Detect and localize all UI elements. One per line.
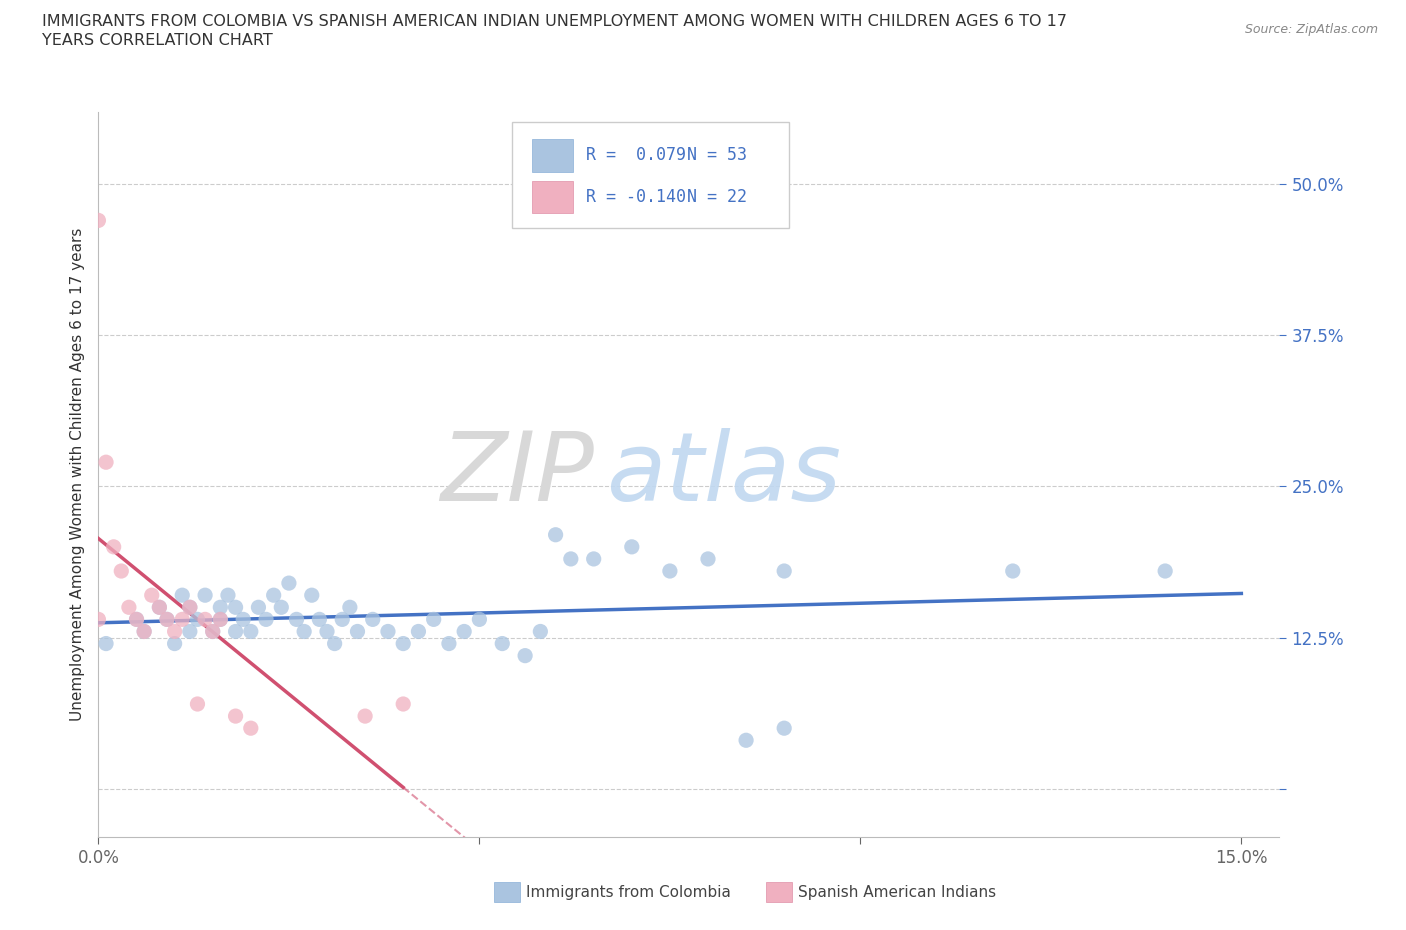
Point — [270, 600, 292, 615]
Text: N = 53: N = 53 — [686, 146, 747, 164]
Point — [354, 709, 377, 724]
Point — [225, 624, 247, 639]
Point — [339, 600, 361, 615]
Point — [697, 551, 720, 566]
Text: ZIP: ZIP — [440, 428, 595, 521]
Point — [544, 527, 567, 542]
Point — [1154, 564, 1177, 578]
Point — [263, 588, 285, 603]
Point — [773, 721, 796, 736]
Point — [1001, 564, 1024, 578]
Point — [392, 636, 415, 651]
Point — [209, 612, 232, 627]
Point — [125, 612, 148, 627]
Text: IMMIGRANTS FROM COLOMBIA VS SPANISH AMERICAN INDIAN UNEMPLOYMENT AMONG WOMEN WIT: IMMIGRANTS FROM COLOMBIA VS SPANISH AMER… — [42, 14, 1067, 29]
Point — [94, 636, 117, 651]
Point — [134, 624, 156, 639]
Point — [330, 612, 353, 627]
Point — [201, 624, 224, 639]
Point — [94, 455, 117, 470]
Point — [209, 600, 232, 615]
Text: YEARS CORRELATION CHART: YEARS CORRELATION CHART — [42, 33, 273, 47]
Text: R =  0.079: R = 0.079 — [586, 146, 686, 164]
Point — [620, 539, 643, 554]
Point — [247, 600, 270, 615]
Text: N = 22: N = 22 — [686, 188, 747, 206]
Point — [201, 624, 224, 639]
Point — [582, 551, 605, 566]
Point — [148, 600, 170, 615]
Point — [735, 733, 758, 748]
Point — [323, 636, 346, 651]
Point — [491, 636, 513, 651]
Point — [148, 600, 170, 615]
Point — [110, 564, 132, 578]
FancyBboxPatch shape — [494, 882, 520, 902]
Point — [361, 612, 384, 627]
Text: Spanish American Indians: Spanish American Indians — [797, 885, 995, 900]
Point — [179, 600, 201, 615]
Point — [103, 539, 125, 554]
Point — [773, 564, 796, 578]
Text: Immigrants from Colombia: Immigrants from Colombia — [526, 885, 731, 900]
Point — [163, 636, 186, 651]
Point — [513, 648, 536, 663]
Text: R = -0.140: R = -0.140 — [586, 188, 686, 206]
Point — [179, 600, 201, 615]
FancyBboxPatch shape — [531, 180, 574, 213]
Point — [308, 612, 330, 627]
Point — [239, 624, 262, 639]
Point — [172, 588, 194, 603]
Point — [239, 721, 262, 736]
Point — [437, 636, 460, 651]
Point — [87, 213, 110, 228]
Point — [301, 588, 323, 603]
FancyBboxPatch shape — [766, 882, 792, 902]
Point — [163, 624, 186, 639]
Point — [194, 612, 217, 627]
Point — [285, 612, 308, 627]
Point — [408, 624, 430, 639]
Text: atlas: atlas — [606, 428, 841, 521]
Point — [87, 612, 110, 627]
Point — [254, 612, 277, 627]
Point — [560, 551, 582, 566]
Point — [172, 612, 194, 627]
Point — [346, 624, 368, 639]
Point — [209, 612, 232, 627]
Point — [194, 588, 217, 603]
Point — [125, 612, 148, 627]
Point — [453, 624, 475, 639]
Text: Source: ZipAtlas.com: Source: ZipAtlas.com — [1244, 23, 1378, 36]
Point — [316, 624, 339, 639]
Point — [529, 624, 551, 639]
FancyBboxPatch shape — [512, 123, 789, 228]
Point — [186, 612, 208, 627]
Point — [468, 612, 491, 627]
Point — [658, 564, 681, 578]
Point — [156, 612, 179, 627]
Point — [179, 624, 201, 639]
Point — [292, 624, 315, 639]
Point — [156, 612, 179, 627]
FancyBboxPatch shape — [531, 140, 574, 172]
Point — [377, 624, 399, 639]
Point — [118, 600, 141, 615]
Point — [232, 612, 254, 627]
Point — [277, 576, 299, 591]
Point — [217, 588, 239, 603]
Point — [225, 600, 247, 615]
Point — [141, 588, 163, 603]
Point — [392, 697, 415, 711]
Y-axis label: Unemployment Among Women with Children Ages 6 to 17 years: Unemployment Among Women with Children A… — [69, 228, 84, 721]
Point — [422, 612, 444, 627]
Point — [186, 697, 208, 711]
Point — [225, 709, 247, 724]
Point — [134, 624, 156, 639]
